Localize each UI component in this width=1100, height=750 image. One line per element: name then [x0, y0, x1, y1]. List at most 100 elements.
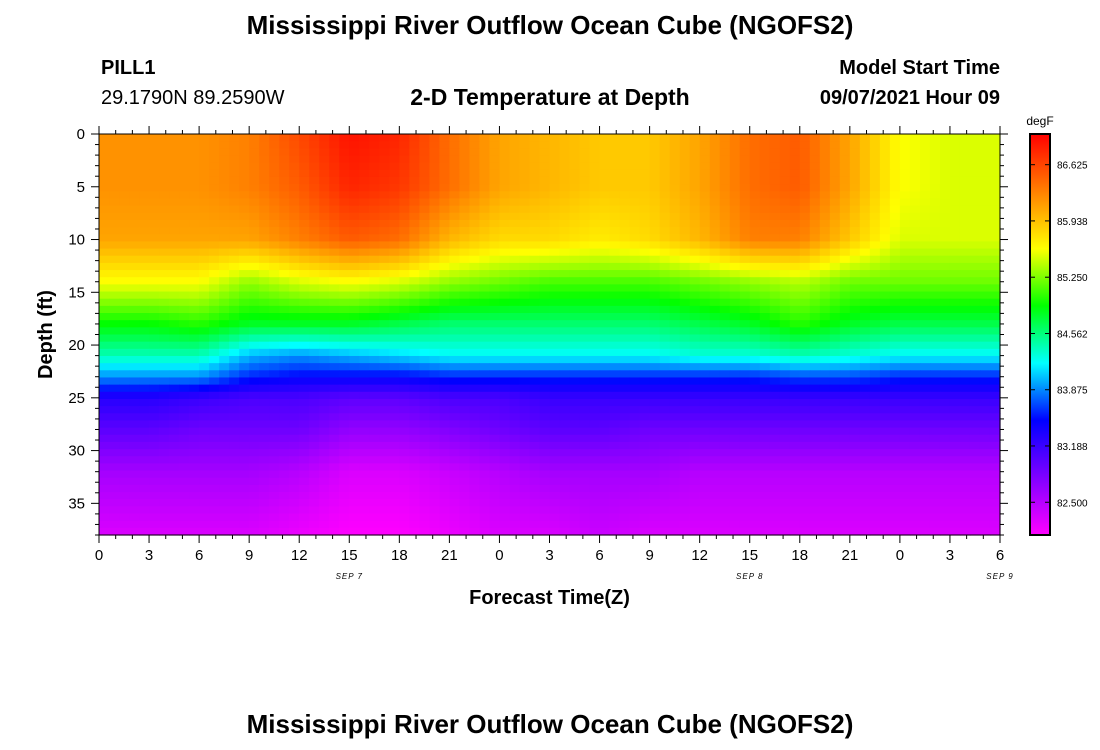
heatmap-cell [599, 162, 611, 171]
heatmap-cell [499, 513, 511, 522]
heatmap-cell [729, 227, 741, 235]
heatmap-cell [379, 148, 390, 157]
heatmap-cell [479, 148, 491, 157]
heatmap-cell [379, 341, 390, 350]
heatmap-cell [279, 198, 290, 207]
heatmap-cell [459, 298, 471, 307]
heatmap-cell [239, 155, 250, 164]
heatmap-cell [449, 191, 460, 200]
heatmap-cell [279, 456, 290, 464]
heatmap-cell [649, 134, 661, 142]
heatmap-cell [729, 155, 741, 164]
heatmap-cell [279, 413, 290, 422]
heatmap-cell [619, 212, 631, 221]
heatmap-cell [119, 155, 130, 164]
heatmap-cell [829, 298, 841, 307]
heatmap-cell [729, 169, 741, 178]
heatmap-cell [809, 134, 821, 142]
heatmap-cell [579, 270, 591, 278]
heatmap-cell [989, 506, 1001, 515]
heatmap-cell [569, 341, 581, 350]
heatmap-cell [629, 341, 641, 350]
heatmap-cell [179, 441, 190, 450]
heatmap-cell [529, 277, 541, 285]
heatmap-cell [889, 277, 901, 285]
heatmap-cell [729, 470, 741, 479]
heatmap-cell [529, 176, 541, 185]
heatmap-cell [269, 227, 280, 235]
heatmap-cell [479, 520, 491, 529]
heatmap-cell [709, 434, 721, 443]
heatmap-cell [379, 298, 390, 307]
heatmap-cell [289, 334, 300, 343]
heatmap-cell [519, 169, 531, 178]
heatmap-cell [859, 262, 871, 271]
heatmap-cell [399, 456, 410, 464]
heatmap-cell [689, 234, 701, 243]
heatmap-cell [199, 162, 210, 171]
heatmap-cell [319, 441, 330, 450]
heatmap-cell [299, 520, 310, 529]
heatmap-cell [169, 456, 180, 464]
heatmap-cell [519, 176, 531, 185]
heatmap-cell [839, 169, 851, 178]
heatmap-cell [129, 527, 140, 536]
heatmap-cell [189, 427, 200, 436]
heatmap-cell [749, 484, 761, 493]
heatmap-cell [549, 520, 561, 529]
heatmap-cell [299, 298, 310, 307]
heatmap-cell [499, 477, 511, 486]
heatmap-cell [729, 463, 741, 472]
heatmap-cell [679, 427, 691, 436]
heatmap-cell [379, 334, 390, 343]
heatmap-cell [459, 398, 471, 407]
heatmap-cell [429, 184, 440, 192]
heatmap-cell [279, 355, 290, 364]
heatmap-cell [389, 527, 400, 536]
heatmap-cell [459, 141, 471, 149]
heatmap-cell [689, 506, 701, 515]
heatmap-cell [579, 456, 591, 464]
heatmap-cell [219, 262, 230, 271]
heatmap-cell [169, 492, 180, 500]
heatmap-cell [159, 248, 170, 257]
heatmap-cell [349, 298, 360, 307]
heatmap-cell [409, 198, 420, 207]
heatmap-cell [869, 227, 881, 235]
heatmap-cell [569, 391, 581, 400]
heatmap-cell [599, 463, 611, 472]
heatmap-cell [899, 384, 911, 393]
heatmap-cell [829, 255, 841, 264]
heatmap-cell [509, 363, 521, 371]
heatmap-cell [669, 320, 681, 328]
heatmap-cell [349, 370, 360, 379]
heatmap-cell [869, 341, 881, 350]
heatmap-cell [369, 477, 380, 486]
heatmap-cell [939, 499, 951, 507]
heatmap-cell [439, 262, 450, 271]
heatmap-cell [809, 377, 821, 386]
heatmap-cell [509, 370, 521, 379]
heatmap-cell [709, 441, 721, 450]
heatmap-cell [539, 134, 551, 142]
heatmap-cell [569, 427, 581, 436]
heatmap-cell [599, 355, 611, 364]
heatmap-cell [329, 420, 340, 429]
heatmap-cell [669, 198, 681, 207]
heatmap-cell [699, 205, 711, 214]
heatmap-cell [199, 176, 210, 185]
heatmap-cell [739, 420, 751, 429]
heatmap-cell [719, 420, 731, 429]
heatmap-cell [849, 463, 861, 472]
heatmap-cell [259, 262, 270, 271]
heatmap-cell [249, 506, 260, 515]
heatmap-cell [619, 484, 631, 493]
heatmap-cell [639, 413, 651, 422]
heatmap-cell [349, 184, 360, 192]
heatmap-cell [229, 291, 240, 300]
heatmap-cell [899, 313, 911, 321]
heatmap-cell [439, 477, 450, 486]
heatmap-cell [499, 334, 511, 343]
heatmap-cell [749, 277, 761, 285]
heatmap-cell [649, 470, 661, 479]
